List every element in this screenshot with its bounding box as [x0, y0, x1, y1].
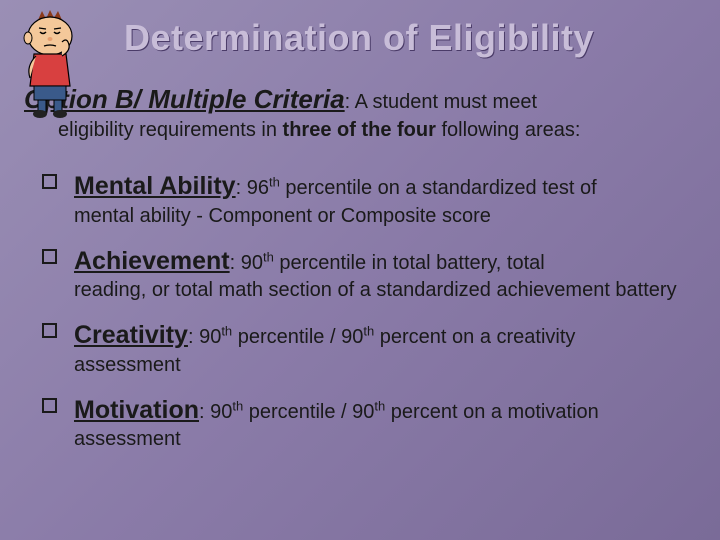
title-front: Determination of Eligibility — [124, 17, 594, 59]
criteria-text: : 96 — [236, 177, 269, 199]
criteria-heading: Mental Ability — [74, 172, 236, 200]
criteria-text: percentile / 90 — [243, 401, 374, 423]
ordinal-sup: th — [374, 398, 385, 413]
criteria-item-creativity: Creativity: 90th percentile / 90th perce… — [42, 319, 696, 378]
criteria-item-mental-ability: Mental Ability: 96th percentile on a sta… — [42, 170, 696, 229]
criteria-heading: Creativity — [74, 321, 188, 349]
option-intro-prefix: eligibility requirements in — [58, 119, 283, 141]
criteria-text: : 90 — [199, 401, 232, 423]
criteria-text: : 90 — [230, 252, 263, 274]
ordinal-sup: th — [363, 323, 374, 338]
checkbox-icon — [42, 398, 57, 413]
thinking-boy-illustration — [8, 8, 93, 118]
slide-content: Option B/ Multiple Criteria: A student m… — [0, 60, 720, 452]
checkbox-icon — [42, 174, 57, 189]
option-intro-line2: eligibility requirements in three of the… — [24, 117, 696, 144]
checkbox-icon — [42, 249, 57, 264]
criteria-item-motivation: Motivation: 90th percentile / 90th perce… — [42, 394, 696, 453]
ordinal-sup: th — [269, 174, 280, 189]
criteria-heading: Achievement — [74, 247, 230, 275]
criteria-line2: mental ability - Component or Composite … — [74, 203, 696, 229]
criteria-text: percentile on a standardized test of — [280, 177, 597, 199]
criteria-heading: Motivation — [74, 396, 199, 424]
ordinal-sup: th — [263, 249, 274, 264]
criteria-item-achievement: Achievement: 90th percentile in total ba… — [42, 245, 696, 304]
criteria-line2: assessment — [74, 426, 696, 452]
criteria-line2: assessment — [74, 352, 696, 378]
option-intro: Option B/ Multiple Criteria: A student m… — [24, 82, 696, 144]
slide-title: Determination of Eligibility Determinati… — [0, 0, 720, 60]
criteria-text: percentile in total battery, total — [274, 252, 545, 274]
option-intro-p1: : A student must meet — [345, 91, 537, 113]
criteria-list: Mental Ability: 96th percentile on a sta… — [24, 170, 696, 452]
criteria-line2: reading, or total math section of a stan… — [74, 277, 696, 303]
ordinal-sup: th — [232, 398, 243, 413]
criteria-text: : 90 — [188, 326, 221, 348]
option-intro-bold: three of the four — [283, 119, 436, 141]
criteria-text: percentile / 90 — [232, 326, 363, 348]
ordinal-sup: th — [221, 323, 232, 338]
criteria-text: percent on a creativity — [374, 326, 575, 348]
option-intro-suffix: following areas: — [436, 119, 581, 141]
criteria-text: percent on a motivation — [385, 401, 598, 423]
checkbox-icon — [42, 323, 57, 338]
